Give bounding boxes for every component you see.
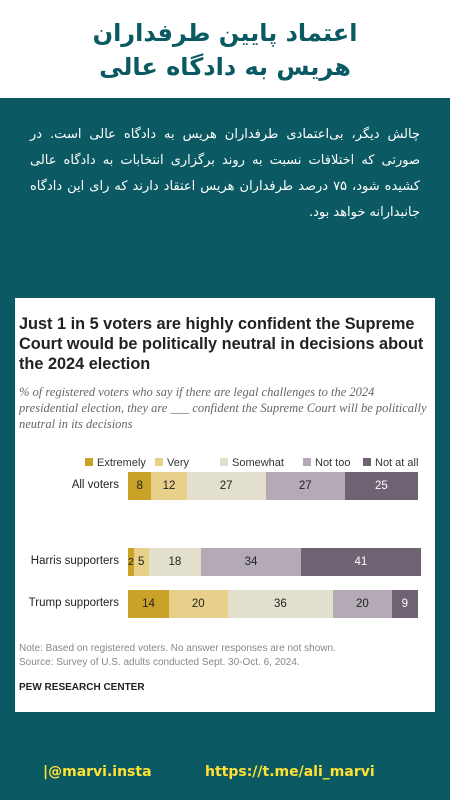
bar-segment-not-at-all: 41 [300, 548, 421, 576]
telegram-link[interactable]: https://t.me/ali_marvi [205, 764, 375, 780]
bar-trump-supporters: 14 20 36 20 9 [128, 590, 421, 618]
legend-item-not-too: Not too [303, 456, 350, 470]
row-label-harris-supporters: Harris supporters [30, 555, 119, 567]
bar-all-voters: 8 12 27 27 25 [128, 472, 421, 500]
legend-swatch [303, 458, 311, 466]
legend-swatch [363, 458, 371, 466]
chart-title: Just 1 in 5 voters are highly confident … [19, 315, 424, 373]
legend-label: Extremely [97, 457, 146, 469]
legend-swatch [220, 458, 228, 466]
chart-notes: Note: Based on registered voters. No ans… [19, 642, 431, 670]
legend-item-very: Very [155, 456, 189, 470]
bar-segment-very: 12 [151, 472, 187, 500]
chart-source: Source: Survey of U.S. adults conducted … [19, 657, 300, 668]
title-line-2: هریس به دادگاه عالی [99, 53, 351, 81]
bar-segment-extremely: 8 [128, 472, 152, 500]
row-label-trump-supporters: Trump supporters [28, 597, 119, 609]
legend-swatch [85, 458, 93, 466]
bar-segment-not-too: 20 [333, 590, 392, 618]
legend-label: Somewhat [232, 457, 284, 469]
header-band [0, 0, 450, 98]
legend-item-somewhat: Somewhat [220, 456, 284, 470]
legend-item-extremely: Extremely [85, 456, 146, 470]
bar-segment-somewhat: 27 [186, 472, 266, 500]
bar-segment-not-at-all: 25 [344, 472, 419, 500]
row-label-all-voters: All voters [71, 479, 119, 491]
chart-subtitle: % of registered voters who say if there … [19, 385, 427, 431]
source-organization: PEW RESEARCH CENTER [19, 682, 145, 693]
bar-segment-very: 20 [169, 590, 228, 618]
bar-segment-very: 5 [133, 548, 149, 576]
bar-segment-not-too: 27 [265, 472, 345, 500]
instagram-handle[interactable]: |@marvi.insta [43, 764, 152, 780]
bar-segment-somewhat: 18 [148, 548, 202, 576]
page-title: اعتماد پایین طرفداران هریس به دادگاه عال… [0, 16, 450, 84]
chart-card: Just 1 in 5 voters are highly confident … [15, 298, 435, 712]
legend-item-not-at-all: Not at all [363, 456, 418, 470]
bar-harris-supporters: 2 5 18 34 41 [128, 548, 421, 576]
bar-segment-not-too: 34 [201, 548, 301, 576]
title-line-1: اعتماد پایین طرفداران [92, 19, 358, 47]
legend-label: Not at all [375, 457, 419, 469]
body-paragraph: چالش دیگر، بی‌اعتمادی طرفداران هریس به د… [30, 127, 421, 220]
chart-legend: Extremely Very Somewhat Not too Not at all [85, 456, 435, 470]
bar-segment-extremely: 2 [128, 548, 134, 576]
bar-segment-not-at-all: 9 [391, 590, 419, 618]
legend-label: Not too [315, 457, 351, 469]
chart-note: Note: Based on registered voters. No ans… [19, 643, 336, 654]
bar-segment-extremely: 14 [128, 590, 170, 618]
legend-label: Very [167, 457, 190, 469]
bar-segment-somewhat: 36 [227, 590, 334, 618]
legend-swatch [155, 458, 163, 466]
